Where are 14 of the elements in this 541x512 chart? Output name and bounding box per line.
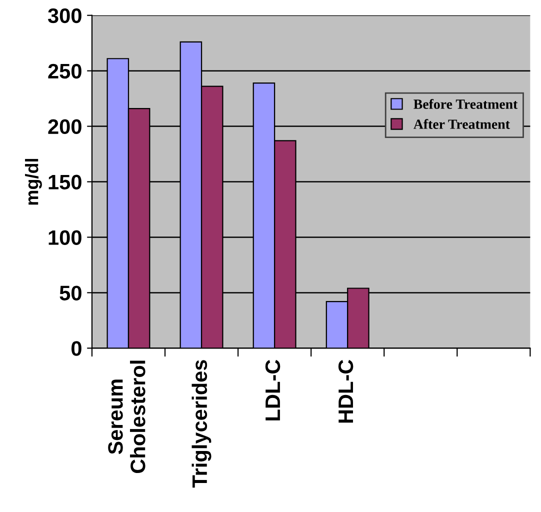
y-tick-label: 150: [48, 174, 82, 190]
x-tick-label: Sereum Cholesterol: [108, 360, 146, 474]
legend-label: Before Treatment: [414, 98, 518, 109]
y-tick-label: 200: [48, 119, 82, 134]
x-tick-label: HDL-C: [338, 360, 354, 423]
y-axis-title: mg/dl: [25, 158, 42, 205]
legend-label: After Treatment: [414, 119, 510, 129]
y-tick-label: 100: [48, 230, 82, 245]
y-tick-label: 0: [71, 341, 82, 356]
y-tick-label: 250: [48, 64, 82, 79]
x-tick-label: LDL-C: [265, 360, 280, 420]
y-tick-label: 50: [60, 286, 82, 300]
x-tick-label: Triglycerides: [192, 360, 212, 488]
y-tick-label: 300: [48, 8, 82, 24]
